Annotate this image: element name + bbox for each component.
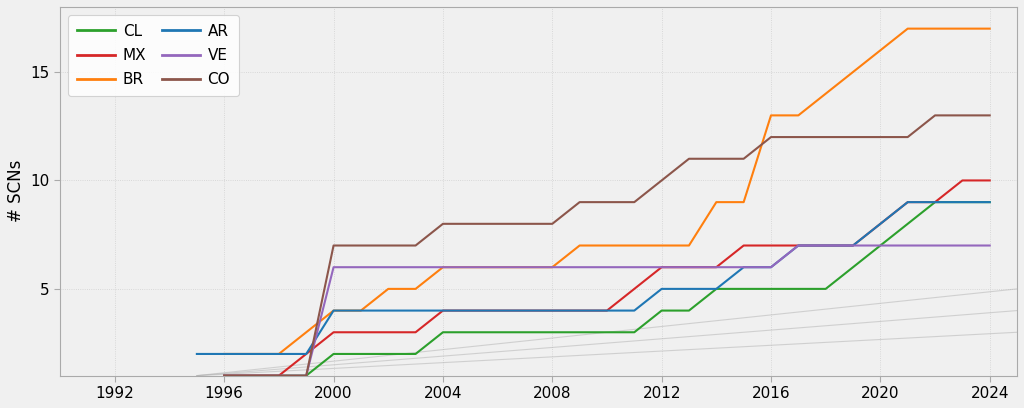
Y-axis label: # SCNs: # SCNs <box>7 160 25 222</box>
Legend: CL, MX, BR, AR, VE, CO: CL, MX, BR, AR, VE, CO <box>68 15 240 96</box>
